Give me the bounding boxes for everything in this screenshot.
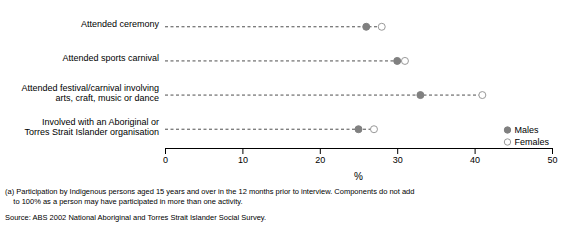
- legend-symbol: [504, 139, 510, 145]
- y-tick-label-line: Attended festival/carnival involving: [21, 83, 159, 93]
- y-tick-label-line: Attended sports carnival: [62, 53, 159, 63]
- x-tick-mark: [320, 148, 321, 154]
- dot: [417, 92, 424, 99]
- dot: [363, 23, 370, 30]
- x-axis: 0 10 20 30 40 50: [163, 148, 558, 165]
- dot: [370, 126, 377, 133]
- dot: [401, 57, 408, 64]
- y-tick-label-line: Attended ceremony: [81, 19, 160, 29]
- legend: Males Females: [504, 125, 549, 147]
- x-tick-label: 10: [238, 155, 248, 165]
- legend-label: Males: [514, 125, 539, 135]
- x-tick-mark: [242, 148, 243, 154]
- y-tick: Attended sports carnival: [62, 53, 159, 63]
- leader-line: [165, 129, 374, 130]
- x-tick-mark: [475, 148, 476, 154]
- x-tick-label: 40: [470, 155, 480, 165]
- leader-line: [165, 95, 482, 96]
- leader-line: [165, 60, 405, 61]
- x-tick: 30: [393, 148, 403, 165]
- y-tick: Attended festival/carnival involvingarts…: [21, 83, 159, 103]
- y-tick-label-line: Involved with an Aboriginal or: [42, 117, 159, 127]
- y-tick-label: Attended sports carnival: [62, 53, 159, 63]
- y-tick-label: Attended festival/carnival involvingarts…: [21, 83, 159, 103]
- plot-marks: [165, 23, 486, 132]
- x-tick-label: 20: [315, 155, 325, 165]
- y-tick-label-line: Torres Strait Islander organisation: [24, 127, 159, 137]
- annotation-line: to 100% as a person may have participate…: [5, 197, 243, 206]
- annotation: Source: ABS 2002 National Aboriginal and…: [5, 213, 266, 222]
- legend-item: Males: [504, 125, 539, 135]
- y-tick: Involved with an Aboriginal orTorres Str…: [24, 117, 159, 137]
- y-tick-label: Involved with an Aboriginal orTorres Str…: [24, 117, 159, 137]
- annotation-line: Source: ABS 2002 National Aboriginal and…: [5, 213, 266, 222]
- dot: [394, 57, 401, 64]
- y-axis: Attended ceremony Attended sports carniva…: [21, 19, 159, 136]
- x-tick-mark: [165, 148, 166, 154]
- dot: [355, 126, 362, 133]
- x-tick: 10: [238, 148, 248, 165]
- x-tick: 0: [163, 148, 168, 165]
- annotation-line: (a) Participation by Indigenous persons …: [5, 187, 414, 196]
- x-tick-label: 30: [393, 155, 403, 165]
- x-tick: 50: [547, 148, 557, 165]
- x-tick-mark: [397, 148, 398, 154]
- chart: 0 10 20 30 40 50% Attended ceremony Attended sp…: [0, 0, 567, 245]
- x-tick-label: 0: [163, 155, 168, 165]
- legend-symbol: [504, 127, 510, 133]
- leader-line: [165, 26, 382, 27]
- x-tick-mark: [552, 148, 553, 154]
- x-axis-line: [166, 149, 553, 155]
- annotation: (a) Participation by Indigenous persons …: [5, 187, 414, 206]
- dot: [479, 92, 486, 99]
- x-axis-title: %: [354, 171, 363, 182]
- dot: [378, 23, 385, 30]
- x-tick-label: 50: [547, 155, 557, 165]
- y-tick-label: Attended ceremony: [81, 19, 160, 29]
- x-tick: 20: [315, 148, 325, 165]
- y-tick: Attended ceremony: [81, 19, 160, 29]
- x-tick: 40: [470, 148, 480, 165]
- y-tick-label-line: arts, craft, music or dance: [55, 93, 159, 103]
- legend-item: Females: [504, 137, 549, 147]
- legend-label: Females: [514, 137, 549, 147]
